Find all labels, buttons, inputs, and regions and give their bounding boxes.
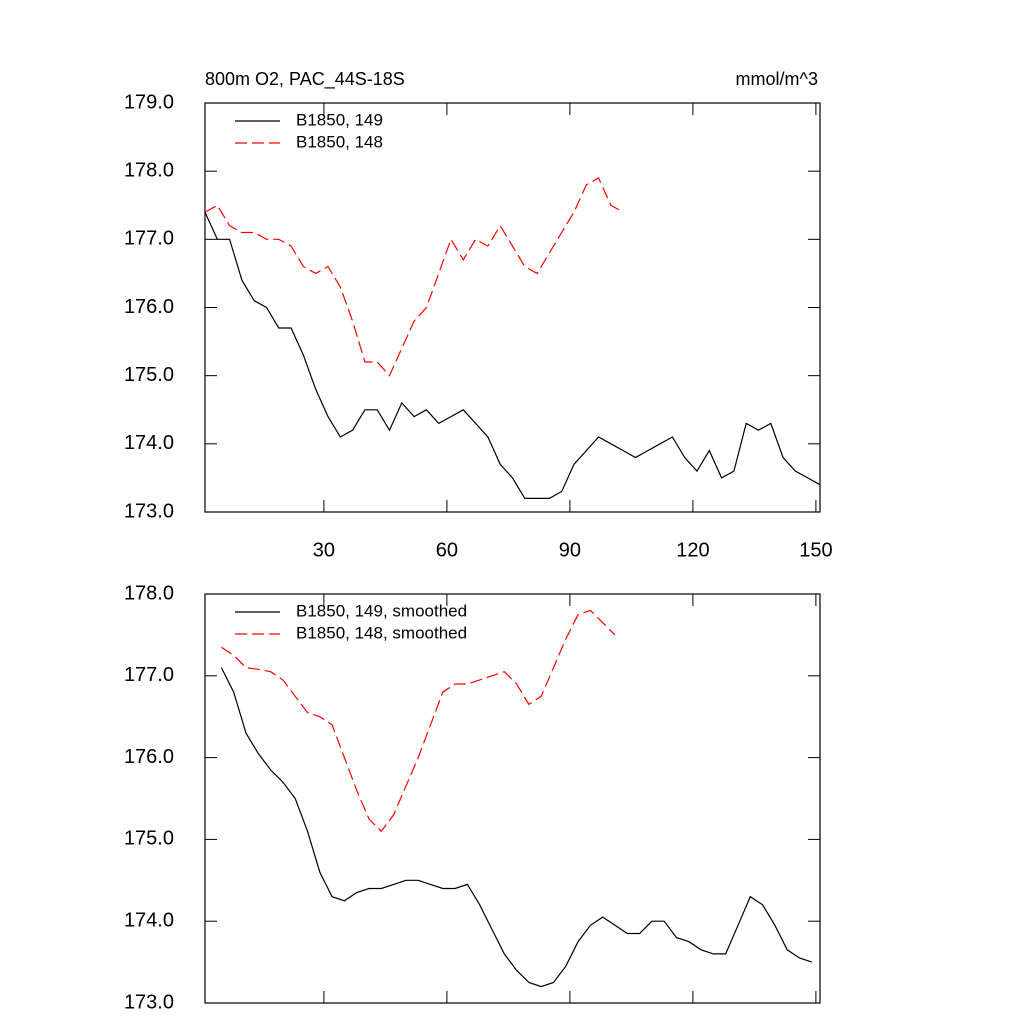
y-tick-label: 174.0 (124, 432, 174, 454)
y-tick-label: 176.0 (124, 746, 174, 768)
y-tick-label: 173.0 (124, 991, 174, 1013)
y-tick-label: 178.0 (124, 582, 174, 604)
y-tick-label: 174.0 (124, 909, 174, 931)
x-tick-label: 90 (559, 539, 581, 561)
y-tick-label: 175.0 (124, 364, 174, 386)
y-tick-label: 178.0 (124, 159, 174, 181)
legend-label: B1850, 148, smoothed (296, 623, 467, 642)
chart-title: 800m O2, PAC_44S-18S (205, 69, 405, 90)
legend-label: B1850, 149, smoothed (296, 601, 467, 620)
y-tick-label: 179.0 (124, 91, 174, 113)
series-line (204, 177, 624, 377)
legend-label: B1850, 148 (296, 132, 383, 151)
series-line (204, 211, 821, 499)
y-tick-label: 173.0 (124, 500, 174, 522)
y-tick-label: 177.0 (124, 228, 174, 250)
plot-frame (204, 102, 821, 513)
x-tick-label: 60 (436, 539, 458, 561)
x-tick-label: 120 (676, 539, 709, 561)
y-tick-label: 176.0 (124, 296, 174, 318)
plot-frame (204, 593, 821, 1004)
units-label: mmol/m^3 (736, 69, 818, 89)
legend-label: B1850, 149 (296, 110, 383, 129)
x-tick-label: 30 (313, 539, 335, 561)
series-line (220, 667, 812, 988)
y-tick-label: 175.0 (124, 828, 174, 850)
y-tick-label: 177.0 (124, 664, 174, 686)
x-tick-label: 150 (799, 539, 832, 561)
series-line (221, 609, 616, 833)
